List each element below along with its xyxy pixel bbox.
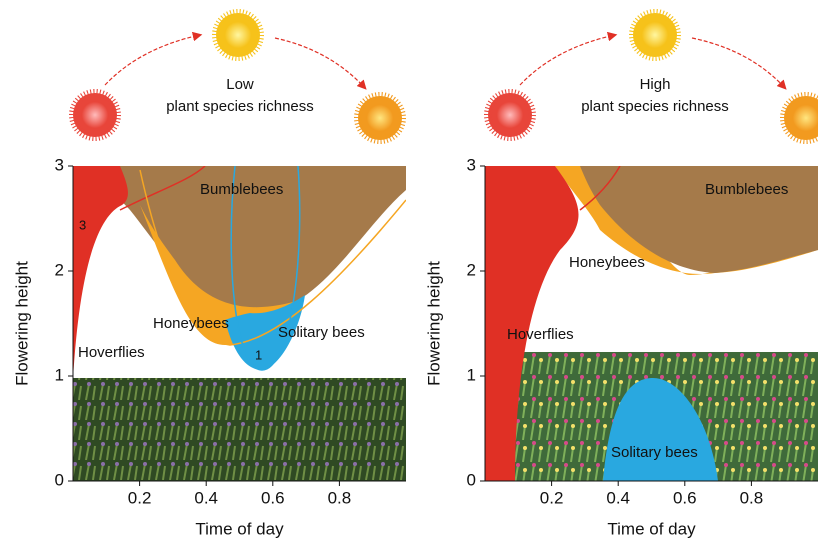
x-tick-label: 0.6 [673, 488, 697, 507]
region-label: Hoverflies [78, 344, 145, 361]
panel-title: plant species richness [166, 98, 314, 115]
x-tick-label: 0.8 [740, 488, 764, 507]
panel-title: Low [226, 76, 254, 93]
y-tick-label: 3 [467, 155, 476, 174]
y-tick-label: 1 [467, 365, 476, 384]
x-tick-label: 0.6 [261, 488, 285, 507]
panel-title: High [640, 76, 671, 93]
suns [69, 9, 818, 144]
panel-title: plant species richness [581, 98, 729, 115]
x-tick-label: 0.8 [328, 488, 352, 507]
y-tick-label: 3 [55, 155, 64, 174]
y-tick-label: 2 [467, 260, 476, 279]
region-label: Bumblebees [705, 181, 788, 198]
x-tick-label: 0.4 [606, 488, 630, 507]
panel-high-regions [485, 166, 818, 481]
y-tick-label: 2 [55, 260, 64, 279]
y-axis-label: Flowering height [424, 261, 443, 386]
region-label: Honeybees [153, 315, 229, 332]
region-label: Solitary bees [278, 324, 365, 341]
x-tick-label: 0.4 [194, 488, 218, 507]
x-tick-label: 0.2 [540, 488, 564, 507]
x-axis-label: Time of day [607, 519, 696, 538]
annotations: Bumblebees Honeybees Solitary bees Hover… [78, 181, 788, 461]
region-label: 3 [79, 217, 86, 232]
region-label: Honeybees [569, 254, 645, 271]
y-axis-label: Flowering height [12, 261, 31, 386]
region-label: Bumblebees [200, 181, 283, 198]
region-label: Hoverflies [507, 326, 574, 343]
x-tick-label: 0.2 [128, 488, 152, 507]
region-label: 1 [255, 347, 262, 362]
y-tick-label: 0 [55, 470, 64, 489]
panel-low-regions [73, 166, 406, 481]
y-tick-label: 0 [467, 470, 476, 489]
region-label: Solitary bees [611, 444, 698, 461]
x-axis-label: Time of day [195, 519, 284, 538]
y-tick-label: 1 [55, 365, 64, 384]
